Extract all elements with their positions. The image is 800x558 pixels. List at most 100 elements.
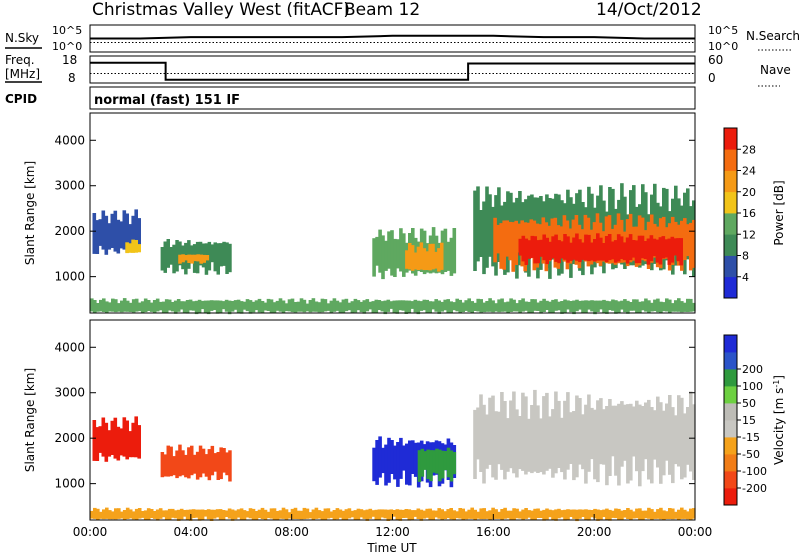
echo-cell bbox=[572, 411, 576, 481]
echo-cell bbox=[435, 448, 439, 474]
echo-cell bbox=[374, 509, 379, 521]
echo-cell bbox=[629, 509, 633, 521]
velocity-ylabel: Slant Range [km] bbox=[23, 368, 37, 472]
echo-cell bbox=[329, 300, 334, 313]
echo-cell bbox=[187, 447, 191, 479]
echo-cell bbox=[395, 509, 400, 520]
echo-cell bbox=[521, 235, 526, 262]
echo-cell bbox=[125, 507, 130, 519]
x-tick-label: 12:00 bbox=[375, 525, 410, 539]
echo-cell bbox=[437, 508, 441, 519]
echo-cell bbox=[221, 301, 226, 310]
echo-cell bbox=[604, 236, 609, 262]
echo-cell bbox=[184, 255, 188, 261]
echo-cell bbox=[212, 509, 217, 519]
echo-cell bbox=[422, 510, 427, 519]
echo-cell bbox=[518, 511, 522, 519]
echo-cell bbox=[95, 220, 100, 254]
echo-cell bbox=[661, 236, 666, 259]
echo-cell bbox=[245, 299, 250, 312]
echo-cell bbox=[413, 299, 418, 313]
echo-cell bbox=[210, 445, 215, 476]
echo-cell bbox=[170, 508, 175, 518]
echo-cell bbox=[122, 417, 127, 457]
echo-cell bbox=[381, 447, 385, 474]
echo-cell bbox=[326, 508, 331, 519]
y-tick-label: 4000 bbox=[54, 133, 85, 147]
echo-cell bbox=[665, 403, 669, 461]
echo-cell bbox=[542, 298, 546, 312]
station-title: Christmas Valley West (fitACF) bbox=[92, 0, 350, 20]
echo-cell bbox=[652, 238, 657, 257]
echo-cell bbox=[170, 302, 175, 312]
echo-cell bbox=[222, 241, 226, 266]
echo-cell bbox=[602, 409, 606, 465]
echo-cell bbox=[488, 510, 492, 520]
echo-cell bbox=[438, 449, 442, 482]
echo-cell bbox=[581, 242, 585, 260]
echo-cell bbox=[464, 300, 468, 311]
echo-cell bbox=[117, 303, 121, 312]
echo-cell bbox=[653, 183, 657, 264]
echo-cell bbox=[374, 299, 379, 314]
echo-cell bbox=[143, 510, 148, 521]
echo-cell bbox=[496, 224, 500, 254]
echo-cell bbox=[200, 509, 205, 520]
echo-cell bbox=[441, 450, 445, 479]
echo-cell bbox=[102, 298, 106, 312]
echo-cell bbox=[502, 220, 506, 270]
echo-cell bbox=[665, 511, 669, 519]
echo-cell bbox=[317, 510, 322, 519]
echo-cell bbox=[101, 417, 106, 457]
echo-cell bbox=[176, 299, 181, 312]
echo-cell bbox=[623, 404, 627, 461]
echo-cell bbox=[530, 235, 535, 258]
echo-cell bbox=[587, 300, 591, 310]
echo-cell bbox=[311, 509, 316, 520]
echo-cell bbox=[293, 507, 298, 519]
echo-cell bbox=[146, 300, 151, 311]
cpid-text: normal (fast) 151 IF bbox=[94, 93, 240, 108]
echo-cell bbox=[533, 299, 537, 311]
echo-cell bbox=[664, 239, 669, 258]
echo-cell bbox=[192, 454, 197, 474]
echo-cell bbox=[551, 510, 555, 520]
echo-cell bbox=[602, 509, 606, 518]
echo-cell bbox=[98, 219, 103, 246]
power-y-axis: 1000 2000 3000 4000 bbox=[54, 133, 695, 284]
echo-cell bbox=[524, 238, 529, 265]
echo-cell bbox=[563, 400, 567, 480]
echo-cell bbox=[617, 403, 621, 486]
echo-cell bbox=[497, 299, 501, 313]
echo-cell bbox=[194, 509, 199, 518]
echo-cell bbox=[195, 451, 200, 480]
echo-cell bbox=[590, 510, 594, 518]
echo-cell bbox=[218, 509, 223, 521]
echo-cell bbox=[182, 510, 187, 517]
echo-cell bbox=[536, 302, 540, 311]
echo-cell bbox=[410, 301, 415, 309]
echo-cell bbox=[458, 508, 462, 519]
echo-cell bbox=[443, 299, 447, 311]
echo-cell bbox=[428, 301, 432, 314]
echo-cell bbox=[317, 302, 322, 313]
echo-cell bbox=[509, 400, 513, 469]
colorbar-tick-label: 8 bbox=[742, 250, 749, 263]
echo-cell bbox=[362, 510, 367, 519]
echo-cell bbox=[413, 442, 418, 477]
echo-cell bbox=[659, 507, 663, 520]
echo-cell bbox=[164, 510, 169, 521]
colorbar-tick-label: -50 bbox=[742, 448, 760, 461]
echo-cell bbox=[197, 299, 202, 313]
echo-cell bbox=[242, 301, 247, 310]
echo-cell bbox=[599, 510, 603, 520]
echo-cell bbox=[399, 437, 403, 479]
echo-cell bbox=[122, 298, 127, 312]
echo-cell bbox=[635, 508, 639, 519]
echo-cell bbox=[224, 299, 229, 312]
echo-cell bbox=[503, 401, 507, 480]
echo-cell bbox=[467, 509, 471, 519]
echo-cell bbox=[287, 512, 292, 519]
echo-cell bbox=[593, 508, 597, 519]
echo-cell bbox=[656, 298, 660, 313]
